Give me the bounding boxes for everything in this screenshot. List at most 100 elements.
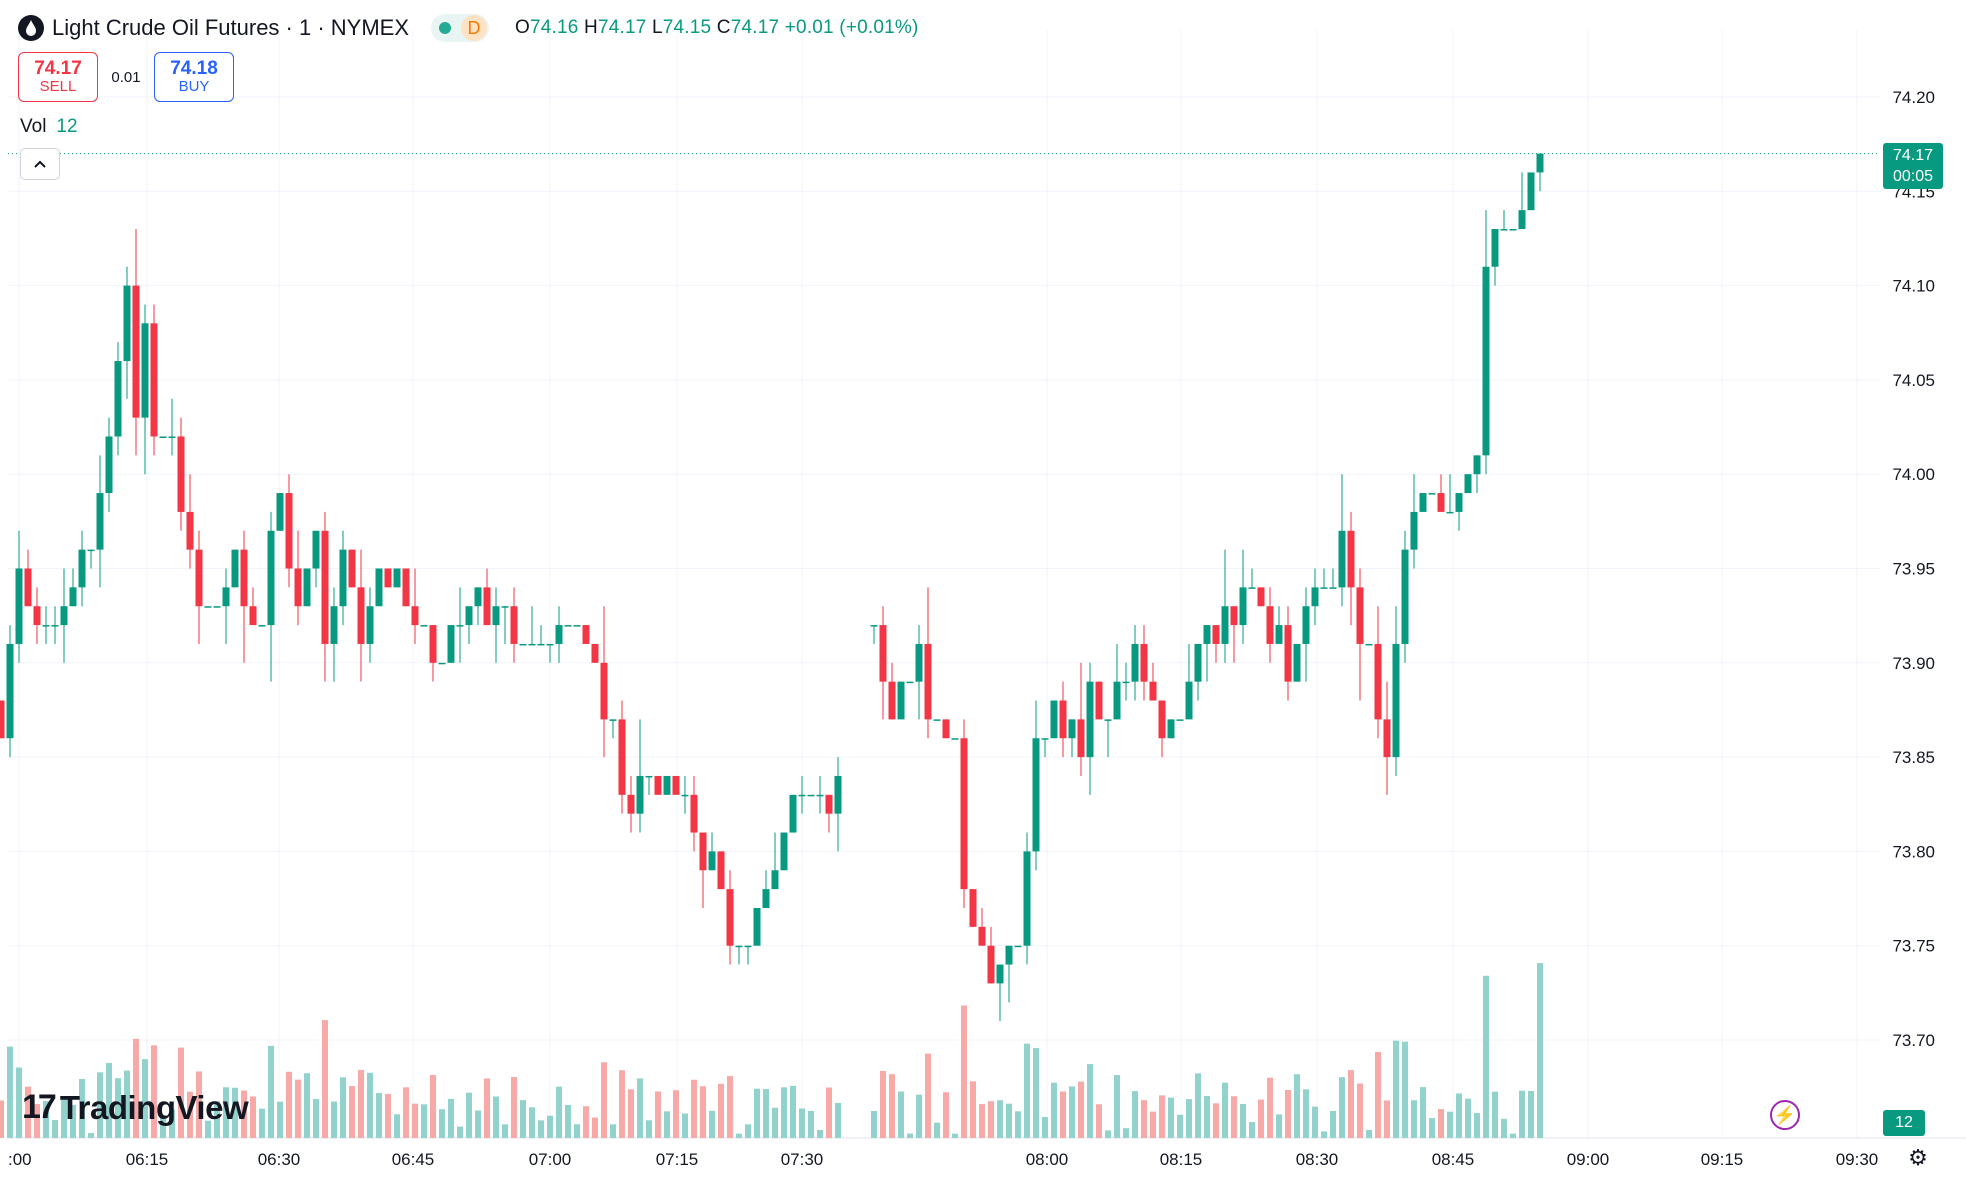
- market-status-pill[interactable]: D: [431, 14, 490, 42]
- candle-body: [1059, 700, 1067, 739]
- candle-body: [726, 889, 734, 946]
- candle-body: [1086, 681, 1094, 758]
- candle-body: [1239, 587, 1247, 626]
- volume-bar: [367, 1072, 373, 1138]
- volume-bar: [781, 1087, 787, 1138]
- candle-body: [456, 625, 464, 627]
- candle-body: [1131, 643, 1139, 682]
- volume-bar: [1078, 1081, 1084, 1138]
- volume-bar: [1393, 1040, 1399, 1138]
- candle-body: [762, 889, 770, 908]
- candle-body: [1329, 587, 1337, 589]
- price-axis[interactable]: 74.2074.1574.1074.0574.0073.9573.9073.85…: [1892, 88, 1935, 1050]
- candle-body: [528, 643, 536, 646]
- candle-body: [87, 549, 95, 552]
- symbol-title[interactable]: Light Crude Oil Futures · 1 · NYMEX: [52, 15, 410, 40]
- volume-bar: [475, 1110, 481, 1138]
- candle-body: [1113, 681, 1121, 720]
- lightning-icon[interactable]: ⚡: [1770, 1100, 1800, 1130]
- volume-bar: [16, 1067, 22, 1138]
- candle-body: [1203, 625, 1211, 644]
- symbol-header[interactable]: Light Crude Oil Futures · 1 · NYMEX D O7…: [18, 12, 919, 44]
- volume-bar: [1483, 975, 1489, 1138]
- volume-bar: [619, 1070, 625, 1138]
- volume-bar: [988, 1101, 994, 1138]
- candle-body: [1230, 606, 1238, 626]
- change-value: +0.01 (+0.01%): [784, 17, 919, 38]
- tradingview-logo[interactable]: 17 TradingView: [22, 1088, 249, 1127]
- volume-legend[interactable]: Vol 12: [20, 116, 78, 138]
- volume-bar: [412, 1103, 418, 1138]
- candle-body: [501, 606, 509, 608]
- price-tick-label: 74.10: [1892, 277, 1935, 296]
- time-tick-label: 09:30: [1836, 1150, 1879, 1169]
- candle-body: [1374, 643, 1382, 720]
- candle-body: [897, 681, 905, 720]
- volume-bar: [970, 1081, 976, 1138]
- volume-bar: [1438, 1109, 1444, 1138]
- sell-button[interactable]: 74.17 SELL: [18, 52, 98, 102]
- volume-bar: [637, 1078, 643, 1138]
- candle-body: [105, 436, 113, 494]
- volume-bar: [538, 1120, 544, 1138]
- volume-bar: [223, 1087, 229, 1138]
- candle-body: [1212, 625, 1220, 644]
- candles: [0, 153, 1544, 1022]
- volume-bar: [502, 1124, 508, 1138]
- candle-body: [987, 945, 995, 984]
- volume-bar: [484, 1078, 490, 1138]
- price-tick-label: 73.95: [1892, 560, 1935, 579]
- oil-drop-icon: [18, 15, 44, 41]
- volume-bar: [1006, 1103, 1012, 1138]
- time-tick-label: 07:15: [656, 1150, 699, 1169]
- buy-button[interactable]: 74.18 BUY: [154, 52, 234, 102]
- candle-body: [996, 964, 1004, 984]
- volume-bar: [403, 1087, 409, 1138]
- volume-bar: [727, 1076, 733, 1138]
- candle-body: [915, 643, 923, 682]
- volume-bar: [1357, 1083, 1363, 1138]
- volume-bar: [925, 1053, 931, 1138]
- volume-bar: [547, 1115, 553, 1138]
- high-value: 74.17: [597, 17, 647, 38]
- volume-bar: [1465, 1098, 1471, 1138]
- candle-body: [600, 662, 608, 720]
- sell-price: 74.17: [34, 58, 82, 80]
- low-value: 74.15: [662, 17, 712, 38]
- candle-body: [69, 587, 77, 607]
- volume-bar: [1123, 1128, 1129, 1138]
- volume-bar: [295, 1079, 301, 1138]
- candle-body: [1041, 738, 1049, 740]
- candle-body: [78, 549, 86, 588]
- market-open-icon: [439, 22, 452, 34]
- candle-body: [141, 323, 149, 418]
- volume-bar: [790, 1085, 796, 1138]
- candle-body: [240, 549, 248, 607]
- time-axis[interactable]: :00 06:15 06:30 06:45 07:00 07:15 07:30 08:00 08…: [8, 1150, 1878, 1169]
- collapse-legend-button[interactable]: [20, 148, 60, 180]
- time-tick-label: 08:15: [1160, 1150, 1203, 1169]
- volume-bar: [1402, 1041, 1408, 1138]
- buy-price: 74.18: [170, 58, 218, 80]
- candle-body: [1464, 474, 1472, 494]
- volume-label: Vol: [20, 116, 47, 137]
- volume-bar: [691, 1079, 697, 1138]
- candle-body: [312, 530, 320, 569]
- volume-bar: [511, 1076, 517, 1138]
- volume-bar: [1411, 1100, 1417, 1138]
- volume-bar: [763, 1089, 769, 1138]
- volume-bar: [439, 1109, 445, 1138]
- gear-icon[interactable]: ⚙: [1908, 1145, 1928, 1170]
- candle-body: [1491, 229, 1499, 267]
- volume-bar: [610, 1124, 616, 1138]
- volume-bar: [1366, 1129, 1372, 1138]
- candle-body: [15, 568, 23, 644]
- volume-bar: [1015, 1111, 1021, 1138]
- volume-bar: [250, 1096, 256, 1138]
- price-tick-label: 74.20: [1892, 88, 1935, 107]
- candle-body: [1455, 493, 1463, 512]
- candle-body: [978, 926, 986, 946]
- candle-body: [204, 606, 212, 608]
